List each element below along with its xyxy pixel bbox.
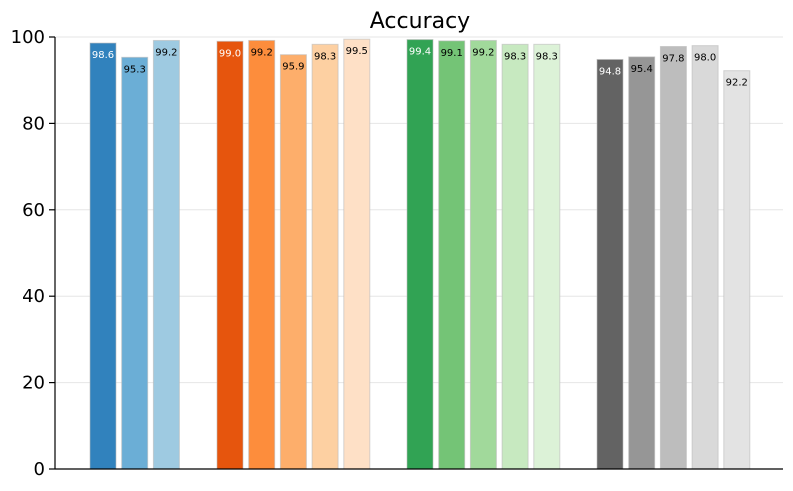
bar	[628, 56, 656, 470]
bar	[469, 39, 497, 470]
bar-value-label: 99.0	[219, 48, 241, 59]
bar-value-label: 99.1	[441, 48, 463, 59]
bar-value-label: 98.3	[504, 51, 526, 62]
bar-group: 99.4 99.1 99.2 98.3 98.3	[406, 39, 561, 470]
bar-group: 94.8 95.4 97.8 98.0 92.2	[596, 45, 751, 470]
bar-value-label: 98.3	[314, 51, 336, 62]
bar	[533, 43, 561, 470]
bar-value-label: 95.4	[631, 64, 653, 75]
bar-groups: 98.6 95.3 99.2 99.0 99.2 95.9 98.3 99.5 99.4 99.1…	[89, 38, 751, 470]
axes: 0 20 40 60 80 100	[11, 27, 783, 480]
y-tick-label: 80	[22, 113, 45, 134]
bar	[406, 39, 434, 470]
bar-value-label: 99.2	[251, 47, 273, 58]
bar	[343, 38, 371, 470]
y-tick-label: 40	[22, 286, 45, 307]
bar	[121, 56, 149, 470]
bar-value-label: 97.8	[662, 54, 684, 65]
bar	[723, 70, 751, 470]
bar	[596, 58, 624, 470]
bar-value-label: 95.3	[124, 64, 146, 75]
chart-title: Accuracy	[370, 9, 470, 34]
bar	[152, 39, 180, 470]
bar-value-label: 98.6	[92, 50, 114, 61]
bar-value-label: 95.9	[282, 62, 304, 73]
bar-value-label: 99.2	[155, 47, 177, 58]
bar-value-label: 94.8	[599, 66, 621, 77]
y-tick-label: 60	[22, 200, 45, 221]
y-tick-label: 0	[34, 459, 45, 480]
bar	[691, 45, 719, 470]
bar	[89, 42, 117, 470]
bar	[248, 39, 276, 470]
bar-group: 98.6 95.3 99.2	[89, 39, 180, 470]
bar	[279, 54, 307, 470]
bar-value-label: 98.3	[536, 51, 558, 62]
bar	[501, 43, 529, 470]
bar-group: 99.0 99.2 95.9 98.3 99.5	[216, 38, 371, 470]
bar-value-label: 99.5	[346, 46, 368, 57]
bar	[659, 46, 687, 470]
y-tick-label: 100	[11, 27, 45, 48]
bar	[216, 40, 244, 470]
bar-value-label: 92.2	[726, 78, 748, 89]
bar	[311, 43, 339, 470]
bar-value-label: 98.0	[694, 53, 716, 64]
bar	[438, 40, 466, 470]
bar-value-label: 99.4	[409, 47, 431, 58]
y-tick-label: 20	[22, 373, 45, 394]
bar-value-label: 99.2	[472, 47, 494, 58]
